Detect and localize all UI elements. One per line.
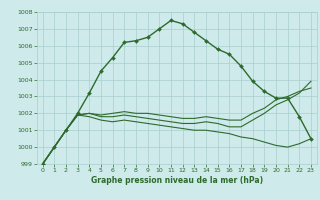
X-axis label: Graphe pression niveau de la mer (hPa): Graphe pression niveau de la mer (hPa) bbox=[91, 176, 263, 185]
